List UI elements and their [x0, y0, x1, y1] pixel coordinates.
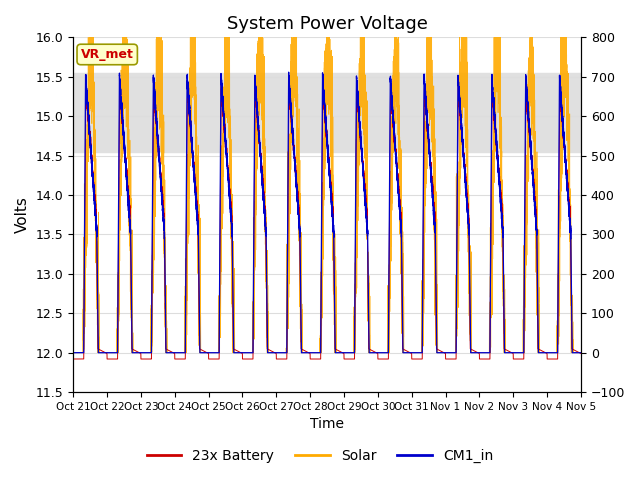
- Title: System Power Voltage: System Power Voltage: [227, 15, 428, 33]
- X-axis label: Time: Time: [310, 418, 344, 432]
- Y-axis label: Volts: Volts: [15, 196, 30, 233]
- Text: VR_met: VR_met: [81, 48, 134, 61]
- Bar: [73, 73, 581, 152]
- Legend: 23x Battery, Solar, CM1_in: 23x Battery, Solar, CM1_in: [141, 443, 499, 468]
